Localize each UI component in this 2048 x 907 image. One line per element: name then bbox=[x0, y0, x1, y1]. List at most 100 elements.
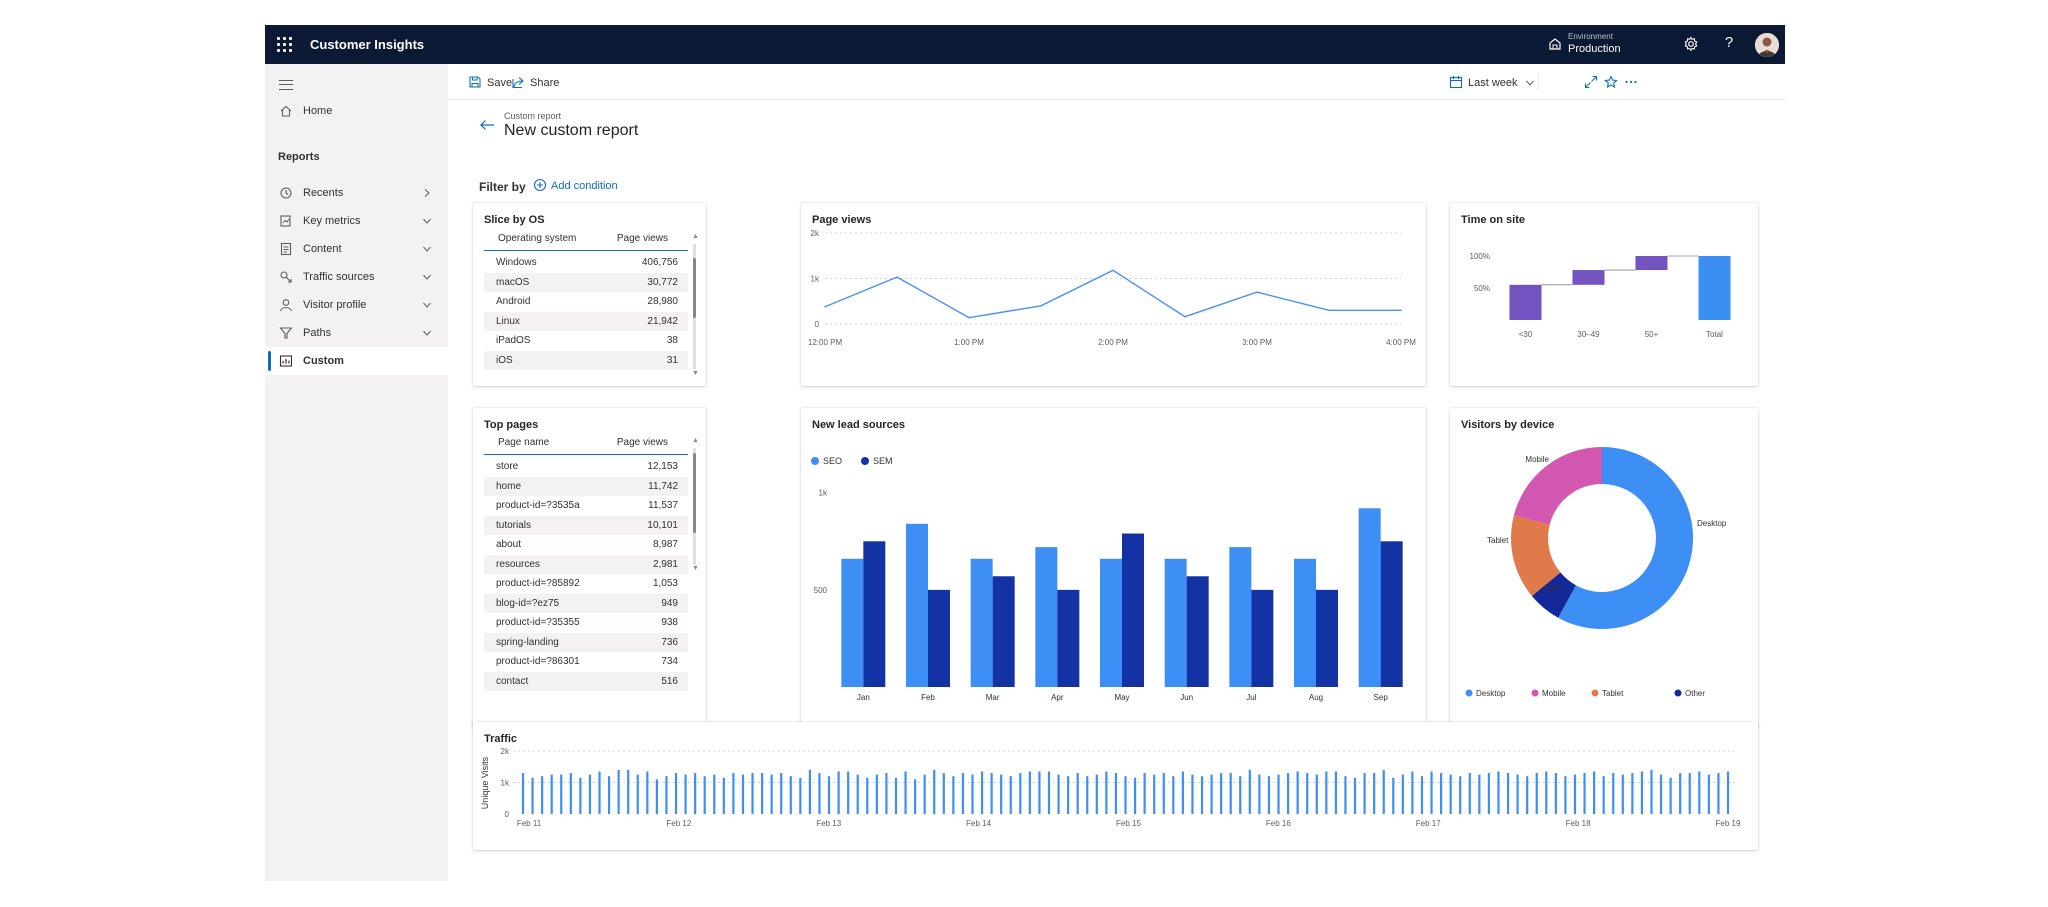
sidebar-item-visitor-profile[interactable]: Visitor profile bbox=[265, 291, 448, 319]
bar bbox=[1380, 541, 1403, 687]
settings-gear-icon[interactable] bbox=[1683, 36, 1699, 52]
bar bbox=[1067, 776, 1070, 814]
bar bbox=[847, 771, 850, 814]
table-row[interactable]: store 12,153 bbox=[484, 457, 688, 476]
help-icon[interactable]: ? bbox=[1724, 34, 1734, 51]
table-row[interactable]: Linux 21,942 bbox=[484, 311, 688, 331]
hamburger-menu-icon[interactable] bbox=[279, 80, 293, 90]
command-divider bbox=[1538, 73, 1539, 91]
table-row[interactable]: blog-id=?ez75 949 bbox=[484, 593, 688, 613]
table-row[interactable]: resources 2,981 bbox=[484, 554, 688, 574]
row-value: 31 bbox=[666, 354, 678, 366]
back-arrow-icon[interactable] bbox=[479, 119, 495, 131]
user-avatar[interactable] bbox=[1755, 33, 1779, 57]
traffic-card: Traffic Unique Visits 2k 1k 0 Feb 11 Feb 12 Fe… bbox=[473, 722, 1758, 850]
bar bbox=[674, 773, 678, 814]
scroll-up-icon[interactable]: ▲ bbox=[692, 437, 699, 444]
table-row[interactable]: product-id=?86301 734 bbox=[484, 652, 688, 671]
sidebar-item-label: Home bbox=[303, 105, 333, 117]
column-header-page-views[interactable]: Page views bbox=[616, 437, 668, 448]
table-row[interactable]: tutorials 10,101 bbox=[484, 515, 688, 535]
scroll-up-icon[interactable]: ▲ bbox=[692, 233, 699, 240]
bar bbox=[942, 773, 945, 814]
environment-icon[interactable] bbox=[1548, 37, 1562, 51]
chevron-down-icon bbox=[423, 246, 431, 252]
table-row[interactable]: product-id=?3535a 11,537 bbox=[484, 496, 688, 515]
sidebar-item-key-metrics[interactable]: Key metrics bbox=[265, 207, 448, 235]
y-tick-label: 2k bbox=[501, 747, 510, 756]
column-header-os[interactable]: Operating system bbox=[498, 233, 577, 244]
visitors-by-device-chart[interactable]: Desktop Other Tablet Mobile Desktop Mobile Tab… bbox=[1450, 428, 1758, 728]
scrollbar-thumb[interactable] bbox=[693, 258, 696, 318]
table-row[interactable]: contact 516 bbox=[484, 671, 688, 691]
page-title: New custom report bbox=[504, 122, 639, 139]
bar bbox=[1153, 774, 1156, 814]
table-row[interactable]: Android 28,980 bbox=[484, 292, 688, 311]
legend-label: Mobile bbox=[1542, 689, 1566, 698]
table-row[interactable]: product-id=?85892 1,053 bbox=[484, 574, 688, 593]
app-launcher-icon[interactable] bbox=[277, 37, 292, 52]
table-row[interactable]: about 8,987 bbox=[484, 535, 688, 554]
card-title: Traffic bbox=[484, 733, 518, 745]
bar bbox=[1698, 771, 1701, 814]
scroll-down-icon[interactable]: ▼ bbox=[692, 370, 699, 377]
x-tick-label: 3:00 PM bbox=[1242, 338, 1272, 347]
time-on-site-chart[interactable]: 100% 50% <30 30–49 50+ Total bbox=[1450, 223, 1758, 386]
donut-slice bbox=[1511, 515, 1561, 597]
new-lead-sources-card: New lead sources SEO SEM 1k 500 Jan Feb Mar Apr… bbox=[801, 408, 1426, 728]
slice-label: Desktop bbox=[1697, 519, 1727, 528]
bar bbox=[1344, 776, 1347, 814]
table-row[interactable]: iOS 31 bbox=[484, 350, 688, 370]
favorite-star-icon[interactable] bbox=[1604, 75, 1618, 89]
bar bbox=[1612, 773, 1615, 814]
scroll-down-icon[interactable]: ▼ bbox=[692, 565, 699, 572]
table-row[interactable]: macOS 30,772 bbox=[484, 272, 688, 292]
app-window: Customer Insights Environment Production… bbox=[265, 25, 1785, 881]
sidebar-item-home[interactable]: Home bbox=[265, 97, 448, 125]
bar bbox=[1028, 771, 1031, 814]
bar bbox=[1401, 774, 1404, 814]
column-header-page-views[interactable]: Page views bbox=[616, 233, 668, 244]
table-row[interactable]: home 11,742 bbox=[484, 476, 688, 496]
x-tick-label: 30–49 bbox=[1577, 330, 1600, 339]
more-options-icon[interactable] bbox=[1624, 75, 1638, 89]
sidebar-item-recents[interactable]: Recents bbox=[265, 179, 448, 207]
app-title[interactable]: Customer Insights bbox=[310, 37, 425, 52]
data-point bbox=[1184, 315, 1186, 318]
bar bbox=[1000, 774, 1003, 814]
slice-label: Other bbox=[1541, 583, 1561, 592]
bar bbox=[980, 771, 984, 814]
environment-value[interactable]: Production bbox=[1568, 43, 1621, 55]
bar bbox=[1659, 774, 1663, 814]
sidebar-item-content[interactable]: Content bbox=[265, 235, 448, 263]
table-row[interactable]: Windows 406,756 bbox=[484, 253, 688, 272]
bar bbox=[1564, 776, 1567, 814]
bar bbox=[1105, 771, 1108, 814]
bar bbox=[1076, 773, 1079, 814]
bar bbox=[1277, 774, 1280, 814]
row-name: contact bbox=[496, 675, 529, 687]
column-header-page-name[interactable]: Page name bbox=[498, 437, 550, 448]
legend-marker bbox=[811, 457, 819, 465]
table-row[interactable]: iPadOS 38 bbox=[484, 331, 688, 350]
page-views-chart[interactable]: 2k 1k 0 12:00 PM 1:00 PM 2:00 PM 3:00 PM 4:00 P… bbox=[801, 223, 1426, 386]
person-icon bbox=[279, 299, 293, 312]
chevron-right-icon bbox=[424, 189, 430, 197]
bar bbox=[1439, 773, 1443, 814]
y-tick-label: 0 bbox=[505, 810, 510, 819]
legend-label: SEO bbox=[823, 456, 842, 466]
breadcrumb[interactable]: Custom report bbox=[504, 111, 562, 121]
table-row[interactable]: spring-landing 736 bbox=[484, 632, 688, 652]
new-lead-sources-chart[interactable]: SEO SEM 1k 500 Jan Feb Mar Apr May Jun Jul Aug Sep bbox=[801, 428, 1426, 728]
sidebar-item-paths[interactable]: Paths bbox=[265, 319, 448, 347]
table-row[interactable]: product-id=?35355 938 bbox=[484, 613, 688, 632]
scrollbar-thumb[interactable] bbox=[693, 453, 696, 533]
expand-icon[interactable] bbox=[1584, 75, 1598, 89]
traffic-chart[interactable]: Unique Visits 2k 1k 0 Feb 11 Feb 12 Feb 13 Feb … bbox=[473, 742, 1758, 850]
sidebar-item-traffic-sources[interactable]: Traffic sources bbox=[265, 263, 448, 291]
sidebar-item-custom[interactable]: Custom bbox=[265, 347, 448, 375]
donut-slice bbox=[1558, 447, 1693, 629]
row-name: product-id=?85892 bbox=[496, 578, 580, 589]
bar bbox=[906, 523, 928, 687]
row-name: store bbox=[496, 461, 519, 472]
